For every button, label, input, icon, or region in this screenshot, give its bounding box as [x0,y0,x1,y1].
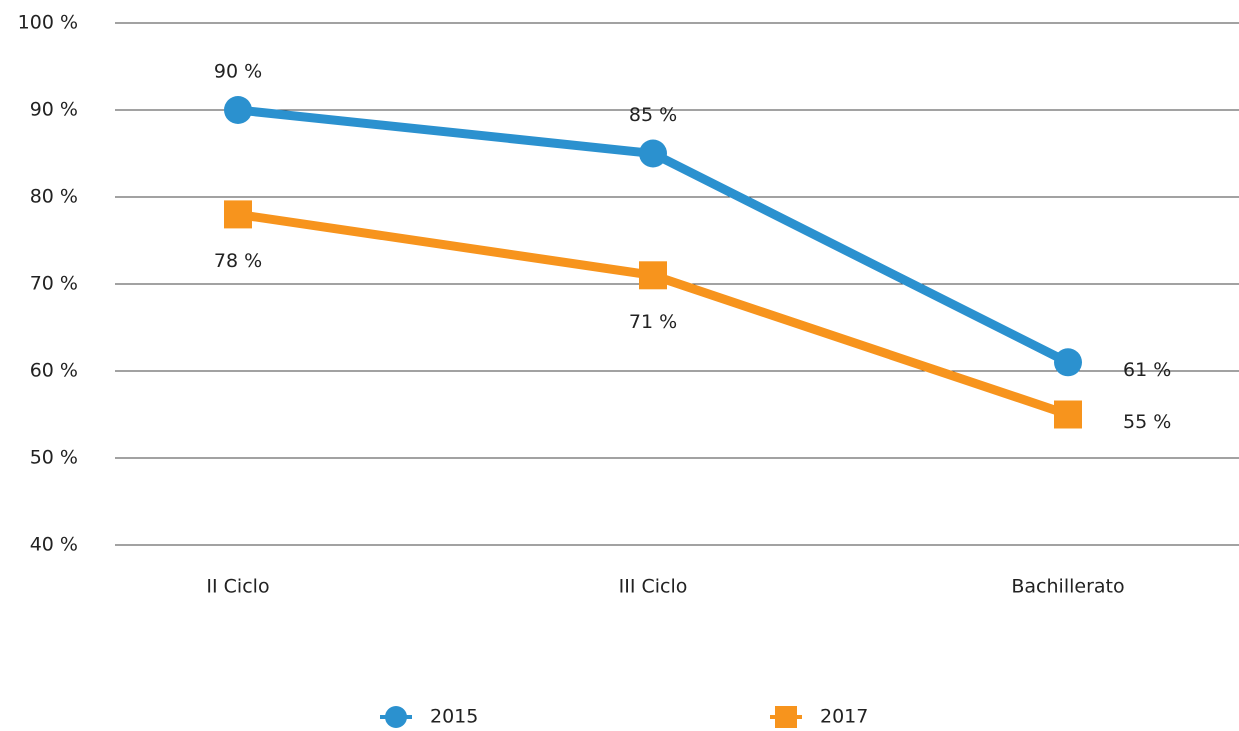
point [639,139,667,168]
y-tick-label: 50 % [30,447,78,469]
data-label: 71 % [629,311,677,333]
x-tick-label: Bachillerato [1011,576,1124,598]
data-label: 55 % [1123,411,1171,433]
data-label: 90 % [214,61,262,83]
point [639,261,667,290]
point [385,706,407,728]
y-tick-label: 100 % [18,12,78,34]
data-label: 61 % [1123,359,1171,381]
point [224,96,252,124]
legend-label: 2017 [820,706,868,728]
x-tick-label: III Ciclo [619,576,688,598]
x-tick-label: II Ciclo [206,576,269,598]
point [224,200,252,229]
point [1054,400,1082,429]
y-tick-label: 90 % [30,99,78,121]
y-tick-label: 70 % [30,273,78,295]
y-tick-label: 40 % [30,534,78,556]
data-label: 85 % [629,104,677,126]
y-tick-label: 80 % [30,186,78,208]
y-tick-label: 60 % [30,360,78,382]
point [1054,348,1082,377]
point [775,706,797,728]
legend-label: 2015 [430,706,478,728]
data-label: 78 % [214,250,262,272]
